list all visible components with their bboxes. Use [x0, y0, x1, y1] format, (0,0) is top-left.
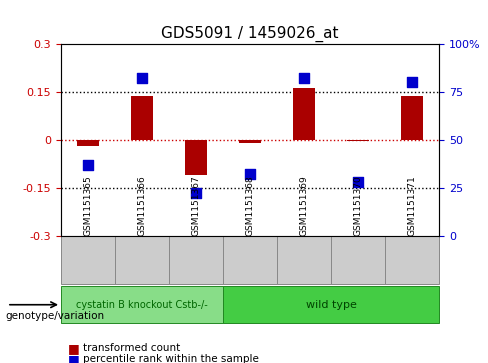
Text: GSM1151368: GSM1151368: [245, 175, 255, 236]
Bar: [77, 140, 99, 146]
Bar: [277, 236, 331, 284]
Bar: [131, 97, 153, 140]
Text: GSM1151367: GSM1151367: [192, 175, 201, 236]
Bar: [401, 97, 423, 140]
Point: [84, 162, 92, 168]
Bar: [61, 286, 223, 323]
Bar: [293, 89, 315, 140]
Point: [246, 171, 254, 177]
Text: ■: ■: [68, 353, 80, 363]
Text: GSM1151369: GSM1151369: [300, 175, 308, 236]
Text: cystatin B knockout Cstb-/-: cystatin B knockout Cstb-/-: [76, 300, 208, 310]
Title: GDS5091 / 1459026_at: GDS5091 / 1459026_at: [162, 26, 339, 42]
Text: GSM1151366: GSM1151366: [138, 175, 146, 236]
Point: [192, 191, 200, 196]
Bar: [185, 140, 207, 175]
Text: GSM1151370: GSM1151370: [354, 175, 363, 236]
Point: [138, 75, 146, 81]
Text: genotype/variation: genotype/variation: [5, 311, 104, 321]
Bar: [347, 140, 369, 141]
Bar: [223, 236, 277, 284]
Point: [408, 79, 416, 85]
Text: transformed count: transformed count: [83, 343, 180, 354]
Text: ■: ■: [68, 342, 80, 355]
Text: percentile rank within the sample: percentile rank within the sample: [83, 354, 259, 363]
Bar: [223, 286, 439, 323]
Text: GSM1151365: GSM1151365: [83, 175, 93, 236]
Point: [354, 179, 362, 185]
Point: [300, 75, 308, 81]
Bar: [61, 236, 115, 284]
Text: wild type: wild type: [305, 300, 357, 310]
Text: GSM1151371: GSM1151371: [407, 175, 417, 236]
Bar: [385, 236, 439, 284]
Bar: [169, 236, 223, 284]
Bar: [239, 140, 261, 143]
Bar: [331, 236, 385, 284]
Bar: [115, 236, 169, 284]
